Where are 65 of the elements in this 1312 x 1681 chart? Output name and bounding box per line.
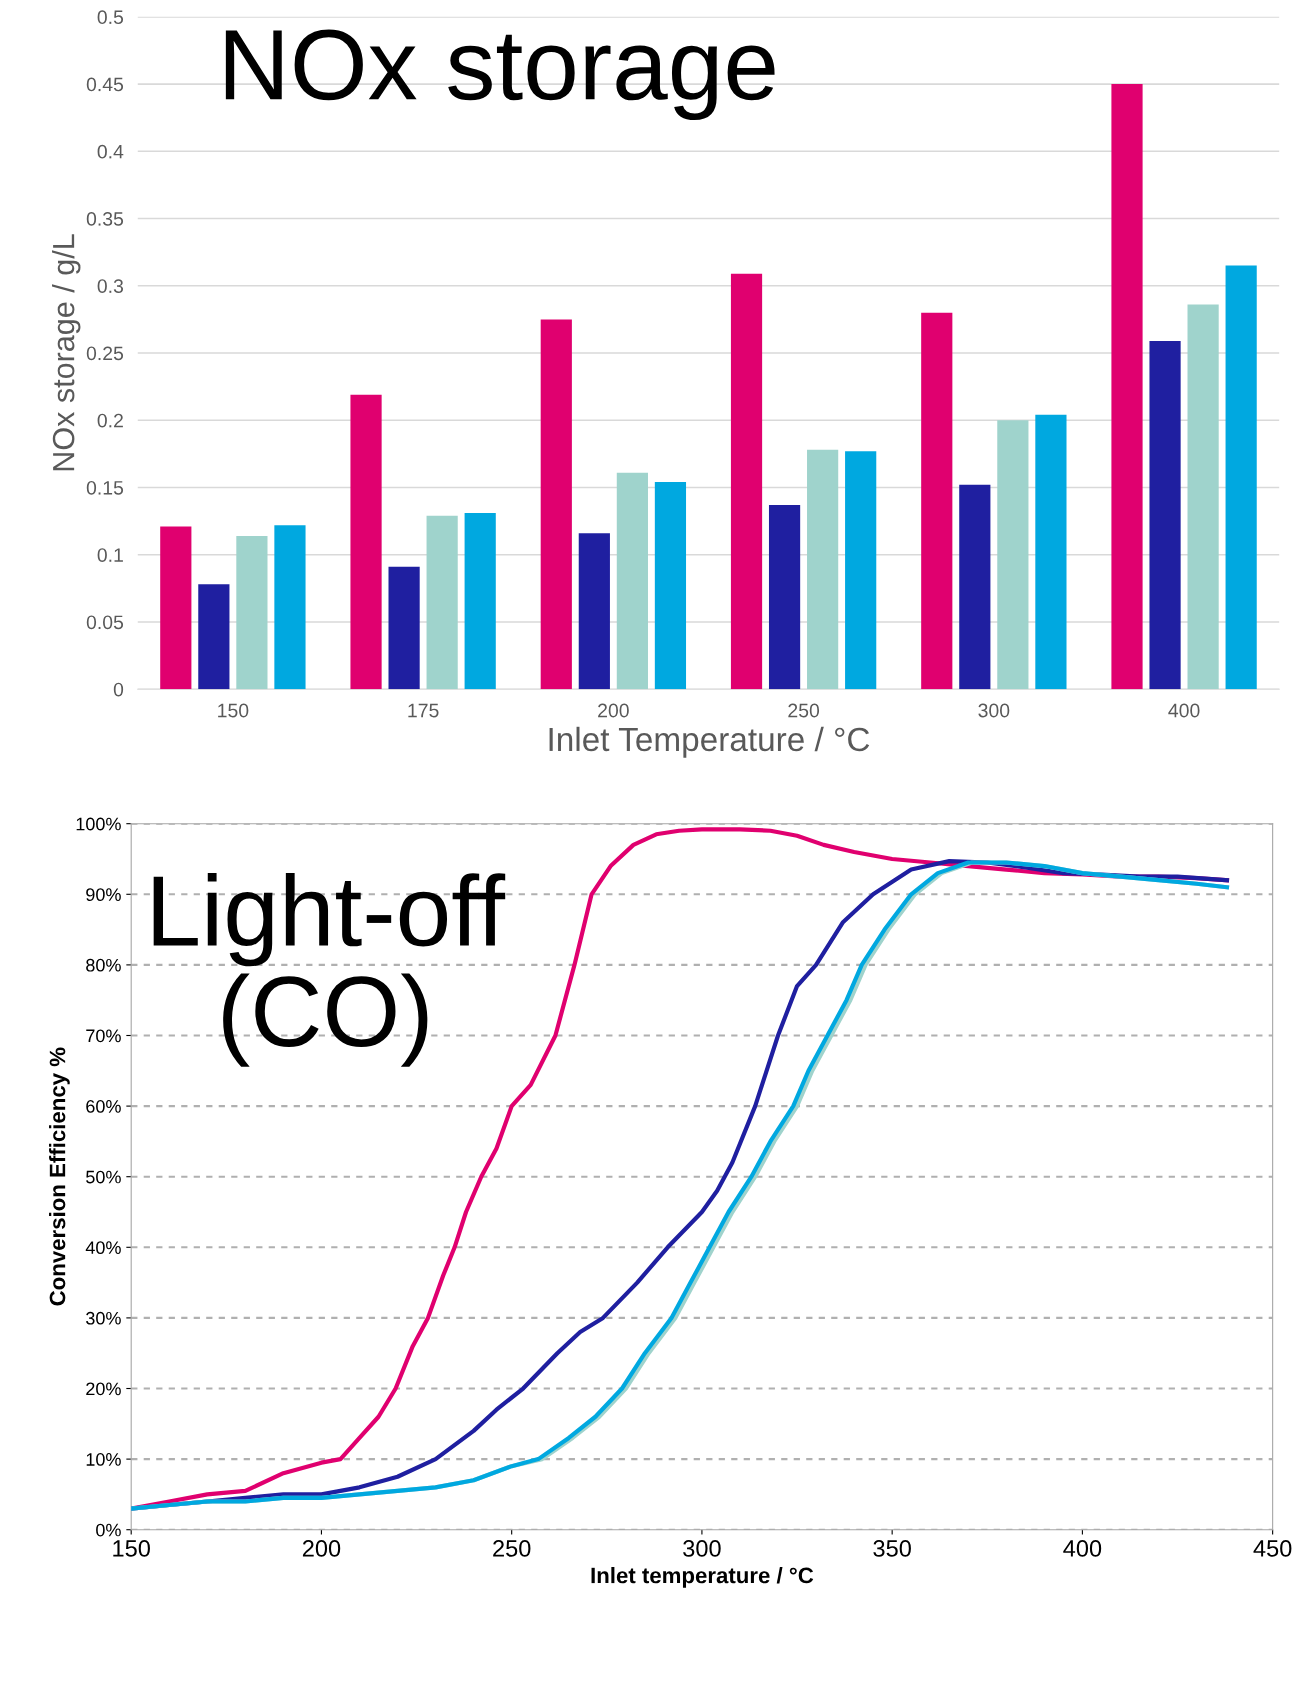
x-tick-label: 200 [598, 703, 629, 718]
bar [730, 273, 763, 690]
bar [274, 525, 306, 690]
x-tick-label: 300 [683, 1540, 721, 1557]
y-tick-label: 0.05 [86, 615, 124, 630]
y-axis-title: NOx storage / g/L [51, 234, 81, 471]
x-tick-label: 250 [493, 1540, 531, 1557]
x-tick-label: 400 [1168, 703, 1200, 718]
bar [616, 472, 648, 690]
x-tick-label: 450 [1253, 1540, 1292, 1557]
bar [388, 566, 420, 690]
y-tick-label: 0.3 [97, 279, 124, 294]
x-tick-label: 150 [113, 1540, 150, 1557]
y-tick-label: 100% [76, 817, 121, 831]
y-tick-label: 0.1 [97, 548, 123, 562]
y-tick-label: 0.35 [86, 212, 124, 226]
bar [578, 533, 610, 690]
y-tick-label: 20% [86, 1382, 121, 1396]
y-tick-label: 40% [85, 1241, 121, 1255]
bar [464, 513, 496, 690]
x-tick-label: 400 [1063, 1540, 1102, 1557]
bar [1111, 84, 1143, 690]
x-tick-label: 250 [788, 703, 820, 718]
y-tick-label: 50% [86, 1170, 121, 1184]
bar [1035, 414, 1067, 690]
bar [921, 312, 953, 690]
bar [350, 394, 382, 690]
bar [997, 420, 1029, 690]
bar [654, 482, 687, 690]
bar [959, 484, 991, 690]
y-tick-label: 30% [86, 1311, 121, 1325]
bar [845, 451, 877, 690]
y-tick-label: 0.25 [86, 346, 124, 361]
y-tick-label: 10% [86, 1453, 121, 1466]
chart-title: NOx storage [225, 29, 775, 121]
y-tick-label: 0% [96, 1523, 121, 1537]
y-tick-label: 0.5 [97, 10, 124, 25]
y-tick-label: 90% [86, 888, 121, 902]
y-tick-label: 80% [86, 958, 121, 972]
bar [540, 319, 572, 690]
x-axis-title: Inlet temperature / °C [591, 1567, 814, 1588]
x-tick-label: 300 [978, 703, 1010, 718]
bar [1187, 304, 1219, 690]
y-tick-label: 0 [113, 682, 124, 697]
bar [807, 449, 839, 690]
bar [768, 504, 801, 690]
x-axis-title: Inlet Temperature / °C [549, 726, 870, 758]
y-tick-label: 70% [86, 1029, 121, 1043]
y-tick-label: 0.4 [97, 144, 124, 159]
y-tick-label: 60% [86, 1100, 121, 1113]
x-tick-label: 175 [408, 703, 439, 718]
x-tick-label: 350 [873, 1540, 911, 1557]
y-tick-label: 0.15 [86, 480, 124, 495]
bar [198, 584, 230, 690]
bar [426, 515, 458, 690]
y-tick-label: 0.2 [97, 413, 123, 428]
y-axis-title: Conversion Efficiency % [49, 1047, 70, 1306]
bar [1225, 265, 1257, 690]
y-tick-label: 0.45 [86, 77, 124, 92]
x-tick-label: 200 [302, 1540, 341, 1557]
x-tick-label: 150 [218, 703, 249, 718]
bar [236, 535, 268, 690]
bar [160, 526, 192, 690]
text: Light-off (CO) [153, 873, 506, 1067]
bar [1149, 340, 1181, 690]
